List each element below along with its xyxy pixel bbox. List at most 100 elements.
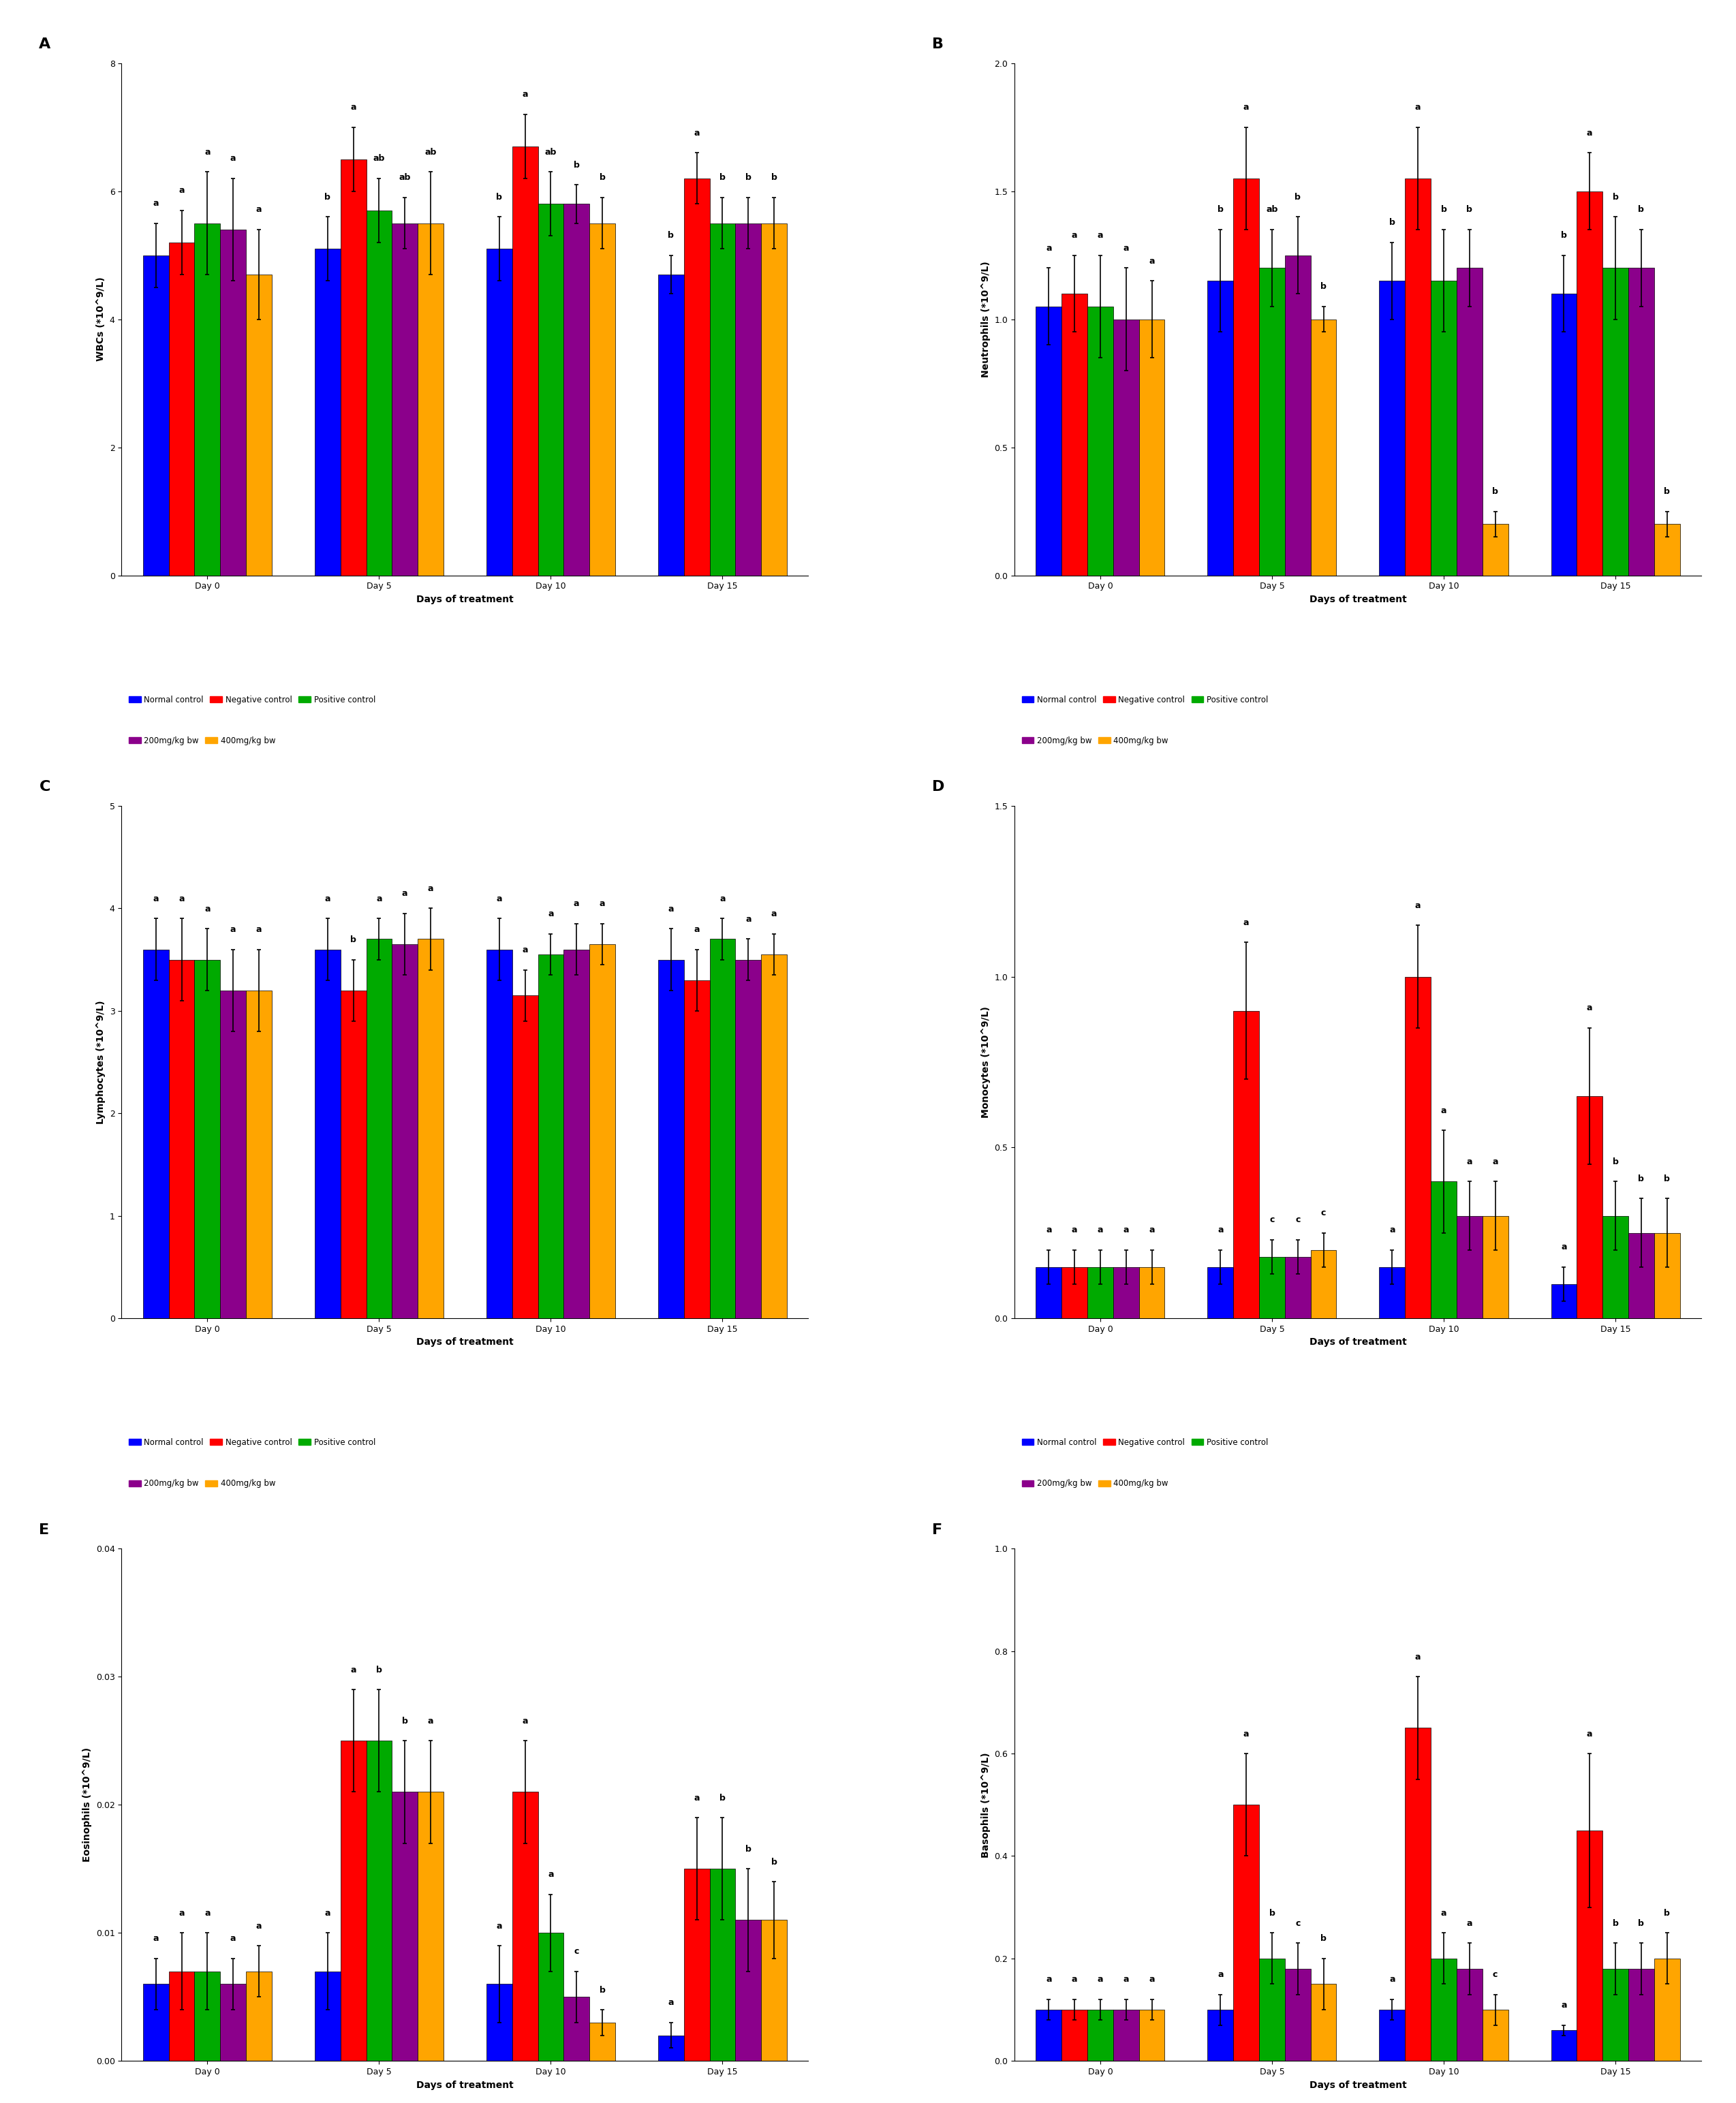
Text: a: a [1561,2000,1568,2010]
Text: b: b [1321,282,1326,290]
Bar [1087,2010,1113,2061]
Bar [538,204,564,576]
Text: a: a [1243,1729,1250,1739]
Bar [366,940,392,1319]
Legend: Normal control, Negative control, Positive control: Normal control, Negative control, Positi… [125,692,378,707]
Text: a: a [1587,1729,1592,1739]
Text: a: a [153,200,158,208]
Bar [314,1971,340,2061]
Bar [564,204,590,576]
Text: a: a [694,128,700,137]
Bar [736,959,760,1319]
Text: b: b [599,1985,606,1994]
Text: a: a [549,1870,554,1880]
Bar [340,1741,366,2061]
Bar [392,223,418,576]
Bar [168,1971,194,2061]
X-axis label: Days of treatment: Days of treatment [1309,1338,1406,1346]
Text: b: b [1561,231,1568,240]
Text: a: a [1149,257,1154,265]
Bar [1628,267,1654,576]
Bar [1087,307,1113,576]
Bar [194,1971,220,2061]
Bar [1113,320,1139,576]
Text: b: b [771,1857,778,1865]
Bar [684,179,710,576]
Bar [1457,267,1483,576]
Bar [1430,282,1457,576]
Text: c: c [1493,1971,1498,1979]
Bar [366,1741,392,2061]
Text: a: a [205,1910,210,1918]
Bar [1628,1232,1654,1319]
Text: c: c [1295,1918,1300,1928]
Y-axis label: Basophils (*10^9/L): Basophils (*10^9/L) [981,1752,991,1857]
X-axis label: Days of treatment: Days of treatment [1309,2080,1406,2090]
X-axis label: Days of treatment: Days of treatment [417,2080,514,2090]
Bar [736,223,760,576]
Bar [590,223,615,576]
Text: a: a [153,1935,158,1943]
Text: a: a [377,894,382,902]
Text: a: a [496,894,502,902]
Text: b: b [1493,488,1498,496]
Bar [392,944,418,1319]
Text: ab: ab [373,154,385,164]
Bar [684,1870,710,2061]
Text: a: a [231,925,236,934]
Bar [1259,1258,1285,1319]
Text: a: a [720,894,726,902]
Text: b: b [1389,219,1396,227]
Text: b: b [1663,488,1670,496]
Text: a: a [1243,103,1250,111]
Bar [1285,254,1311,576]
Text: a: a [1217,1226,1224,1234]
Text: a: a [255,925,262,934]
Bar [1404,179,1430,576]
Bar [658,959,684,1319]
Text: a: a [325,1910,330,1918]
Bar [1654,1232,1680,1319]
Bar [194,959,220,1319]
Text: a: a [179,1910,184,1918]
Text: b: b [1295,193,1300,202]
Text: b: b [573,160,580,170]
Text: a: a [1097,1975,1102,1983]
Text: a: a [523,946,528,955]
Bar [512,1792,538,2061]
Bar [1602,267,1628,576]
Text: a: a [668,904,674,913]
Text: a: a [1441,1106,1446,1115]
Legend: Normal control, Negative control, Positive control: Normal control, Negative control, Positi… [1019,1434,1271,1451]
Text: a: a [599,900,606,908]
Bar [486,1983,512,2061]
Bar [340,160,366,576]
Bar [1062,2010,1087,2061]
Text: a: a [351,1666,356,1674]
Bar [1311,320,1337,576]
Legend: Normal control, Negative control, Positive control: Normal control, Negative control, Positi… [125,1434,378,1451]
Text: a: a [205,147,210,156]
Bar [564,948,590,1319]
Text: a: a [1149,1975,1154,1983]
Bar [1404,976,1430,1319]
Text: a: a [1217,1971,1224,1979]
Bar [564,1998,590,2061]
Bar [1233,1804,1259,2061]
Text: a: a [1415,902,1420,911]
Text: b: b [1321,1935,1326,1943]
Text: b: b [599,172,606,183]
Bar [736,1920,760,2061]
Text: b: b [1639,1173,1644,1184]
Text: a: a [694,1794,700,1802]
Bar [1654,524,1680,576]
Text: b: b [1269,1910,1274,1918]
Text: b: b [496,193,502,202]
Bar [314,948,340,1319]
Text: a: a [1415,1653,1420,1661]
Bar [760,1920,786,2061]
Text: b: b [1441,206,1446,215]
Text: b: b [719,1794,726,1802]
Text: a: a [1467,1157,1472,1167]
Bar [1208,2010,1233,2061]
